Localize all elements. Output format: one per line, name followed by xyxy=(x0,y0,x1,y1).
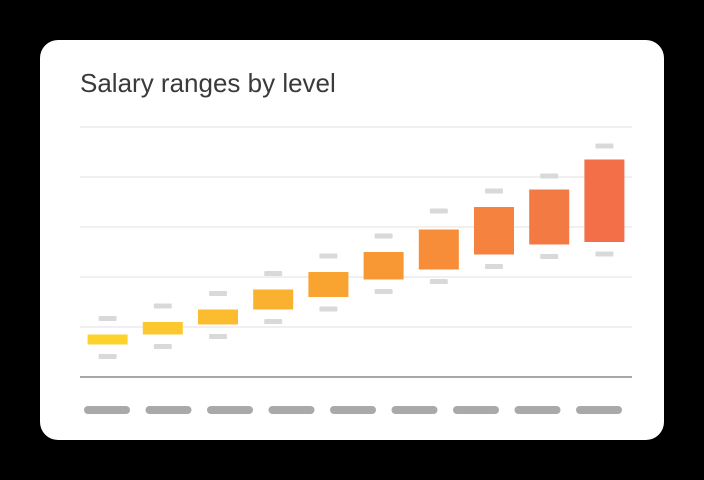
min-marker xyxy=(98,354,117,359)
chart-card: Salary ranges by level xyxy=(40,40,664,440)
x-tick-label-placeholder xyxy=(576,406,622,414)
x-tick-label-placeholder xyxy=(330,406,376,414)
chart-title: Salary ranges by level xyxy=(80,68,336,98)
x-tick-label-placeholder xyxy=(145,406,192,414)
range-bar xyxy=(87,334,128,345)
max-marker xyxy=(595,143,614,149)
range-bar xyxy=(363,252,404,280)
max-marker xyxy=(540,173,559,179)
range-bar xyxy=(308,272,349,297)
range-bar xyxy=(198,309,238,325)
max-marker xyxy=(374,233,393,239)
range-bar xyxy=(529,189,570,245)
max-marker xyxy=(209,291,227,296)
x-tick-label-placeholder xyxy=(514,406,561,414)
max-marker xyxy=(153,303,172,309)
range-bar xyxy=(584,159,625,242)
max-marker xyxy=(485,188,503,194)
x-tick-label-placeholder xyxy=(268,406,315,414)
x-tick-label-placeholder xyxy=(84,406,130,414)
x-tick-label-placeholder xyxy=(453,406,499,414)
min-marker xyxy=(540,254,559,259)
max-marker xyxy=(264,271,283,276)
max-marker xyxy=(319,253,338,259)
x-tick-label-placeholder xyxy=(207,406,253,414)
min-marker xyxy=(209,334,227,339)
max-marker xyxy=(98,316,117,321)
min-marker xyxy=(319,306,338,312)
min-marker xyxy=(595,251,614,257)
min-marker xyxy=(264,319,283,324)
range-bar xyxy=(142,322,183,335)
min-marker xyxy=(429,279,448,284)
range-bar xyxy=(253,289,294,310)
min-marker xyxy=(374,289,393,294)
range-bar xyxy=(474,207,514,255)
range-bar xyxy=(418,229,459,270)
min-marker xyxy=(153,344,172,349)
min-marker xyxy=(485,264,503,269)
range-chart xyxy=(80,126,632,414)
x-tick-label-placeholder xyxy=(391,406,438,414)
max-marker xyxy=(429,208,448,214)
